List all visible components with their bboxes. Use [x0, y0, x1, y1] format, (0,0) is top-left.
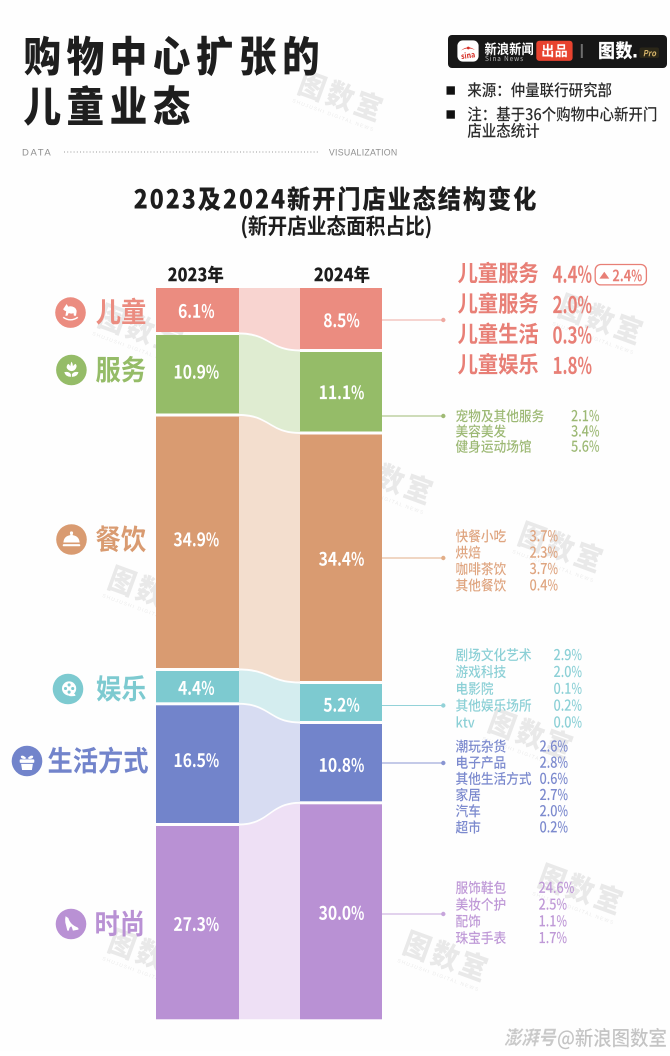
- svg-text:VISUALIZATION: VISUALIZATION: [329, 147, 398, 157]
- svg-text:DATA: DATA: [22, 148, 52, 159]
